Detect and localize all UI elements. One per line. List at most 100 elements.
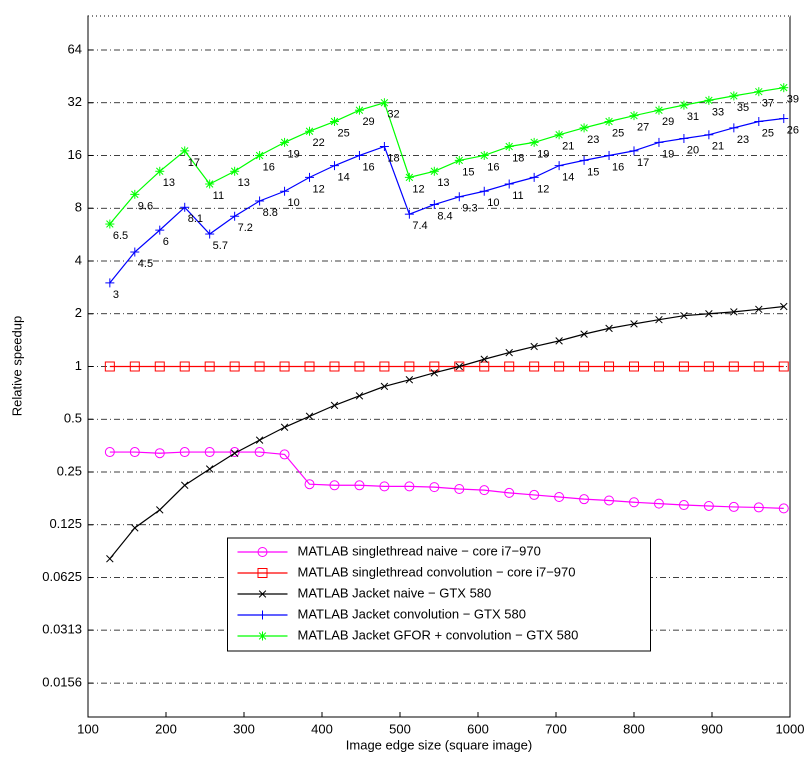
marker [230,211,240,221]
marker [629,111,639,121]
marker [778,361,789,372]
legend-box [227,537,651,652]
x-axis-label: Image edge size (square image) [346,737,532,752]
marker [131,524,139,532]
marker [104,447,115,458]
marker [154,448,165,459]
marker [778,503,789,514]
marker [779,83,789,93]
marker [255,436,264,444]
marker [354,480,365,491]
marker [355,392,364,400]
marker [604,361,615,372]
marker-stroke [555,131,563,139]
marker [504,361,515,372]
marker [454,192,464,202]
marker-shape [579,494,590,505]
marker-shape [504,361,515,372]
marker-stroke [230,449,239,457]
marker-shape [204,447,215,458]
data-label: 10 [288,197,300,209]
marker [653,498,664,509]
marker-shape [404,481,415,492]
marker-stroke [655,106,663,114]
marker [379,142,389,152]
data-label: 17 [188,157,200,169]
marker [130,247,140,257]
marker-stroke [630,111,638,120]
marker-stroke [680,311,688,320]
marker [255,150,265,160]
marker [258,610,267,620]
data-label: 25 [337,127,349,139]
marker-stroke [680,101,688,109]
marker [305,412,314,420]
marker-shape [254,447,265,458]
marker-shape [753,361,764,372]
marker-shape [304,361,315,372]
y-tick-label: 8 [75,200,82,215]
marker [479,485,490,496]
marker [703,500,714,511]
data-label: 20 [687,144,699,156]
marker [605,324,613,333]
marker [254,361,265,372]
data-label: 14 [337,172,349,184]
marker [454,361,465,372]
marker [380,382,389,391]
marker [130,189,140,199]
data-label: 6.5 [113,230,128,242]
marker [257,568,268,578]
marker [554,161,564,171]
marker [254,447,265,458]
marker-shape [454,483,465,494]
marker-shape [154,361,165,372]
marker [180,481,189,490]
marker [280,423,289,432]
marker [379,98,389,108]
series-line [109,87,784,225]
data-label: 29 [362,116,374,128]
marker-shape [229,361,240,372]
y-tick-label: 0.0156 [42,675,82,690]
marker-stroke [780,302,788,311]
marker [154,361,165,372]
marker-shape [728,361,739,372]
marker [579,123,589,133]
marker-stroke [530,138,538,147]
marker [179,361,190,372]
marker-stroke [330,117,339,126]
marker-shape [554,492,565,503]
marker-shape [653,498,664,509]
marker-shape [678,361,689,372]
marker [479,186,489,196]
marker [579,494,590,505]
marker-shape [579,361,590,372]
data-label: 22 [313,137,325,149]
marker [280,137,290,147]
marker-stroke [580,330,588,338]
marker [728,501,739,512]
data-label: 3 [113,289,119,301]
data-label: 16 [263,161,275,173]
x-tick-label: 1000 [776,721,805,736]
marker [379,361,390,372]
marker [653,361,664,372]
y-tick-label: 64 [68,41,82,56]
marker-stroke [106,220,114,228]
marker [279,361,290,372]
marker [629,146,639,156]
marker [205,179,215,189]
marker [429,200,439,210]
marker-shape [429,361,440,372]
data-label: 7.4 [412,220,427,232]
legend-label: MATLAB Jacket convolution − GTX 580 [298,606,526,621]
marker [753,502,764,513]
marker [728,361,739,372]
marker [454,483,465,494]
marker [280,186,290,196]
marker [529,172,539,182]
marker [530,342,538,351]
data-label: 15 [587,166,599,178]
